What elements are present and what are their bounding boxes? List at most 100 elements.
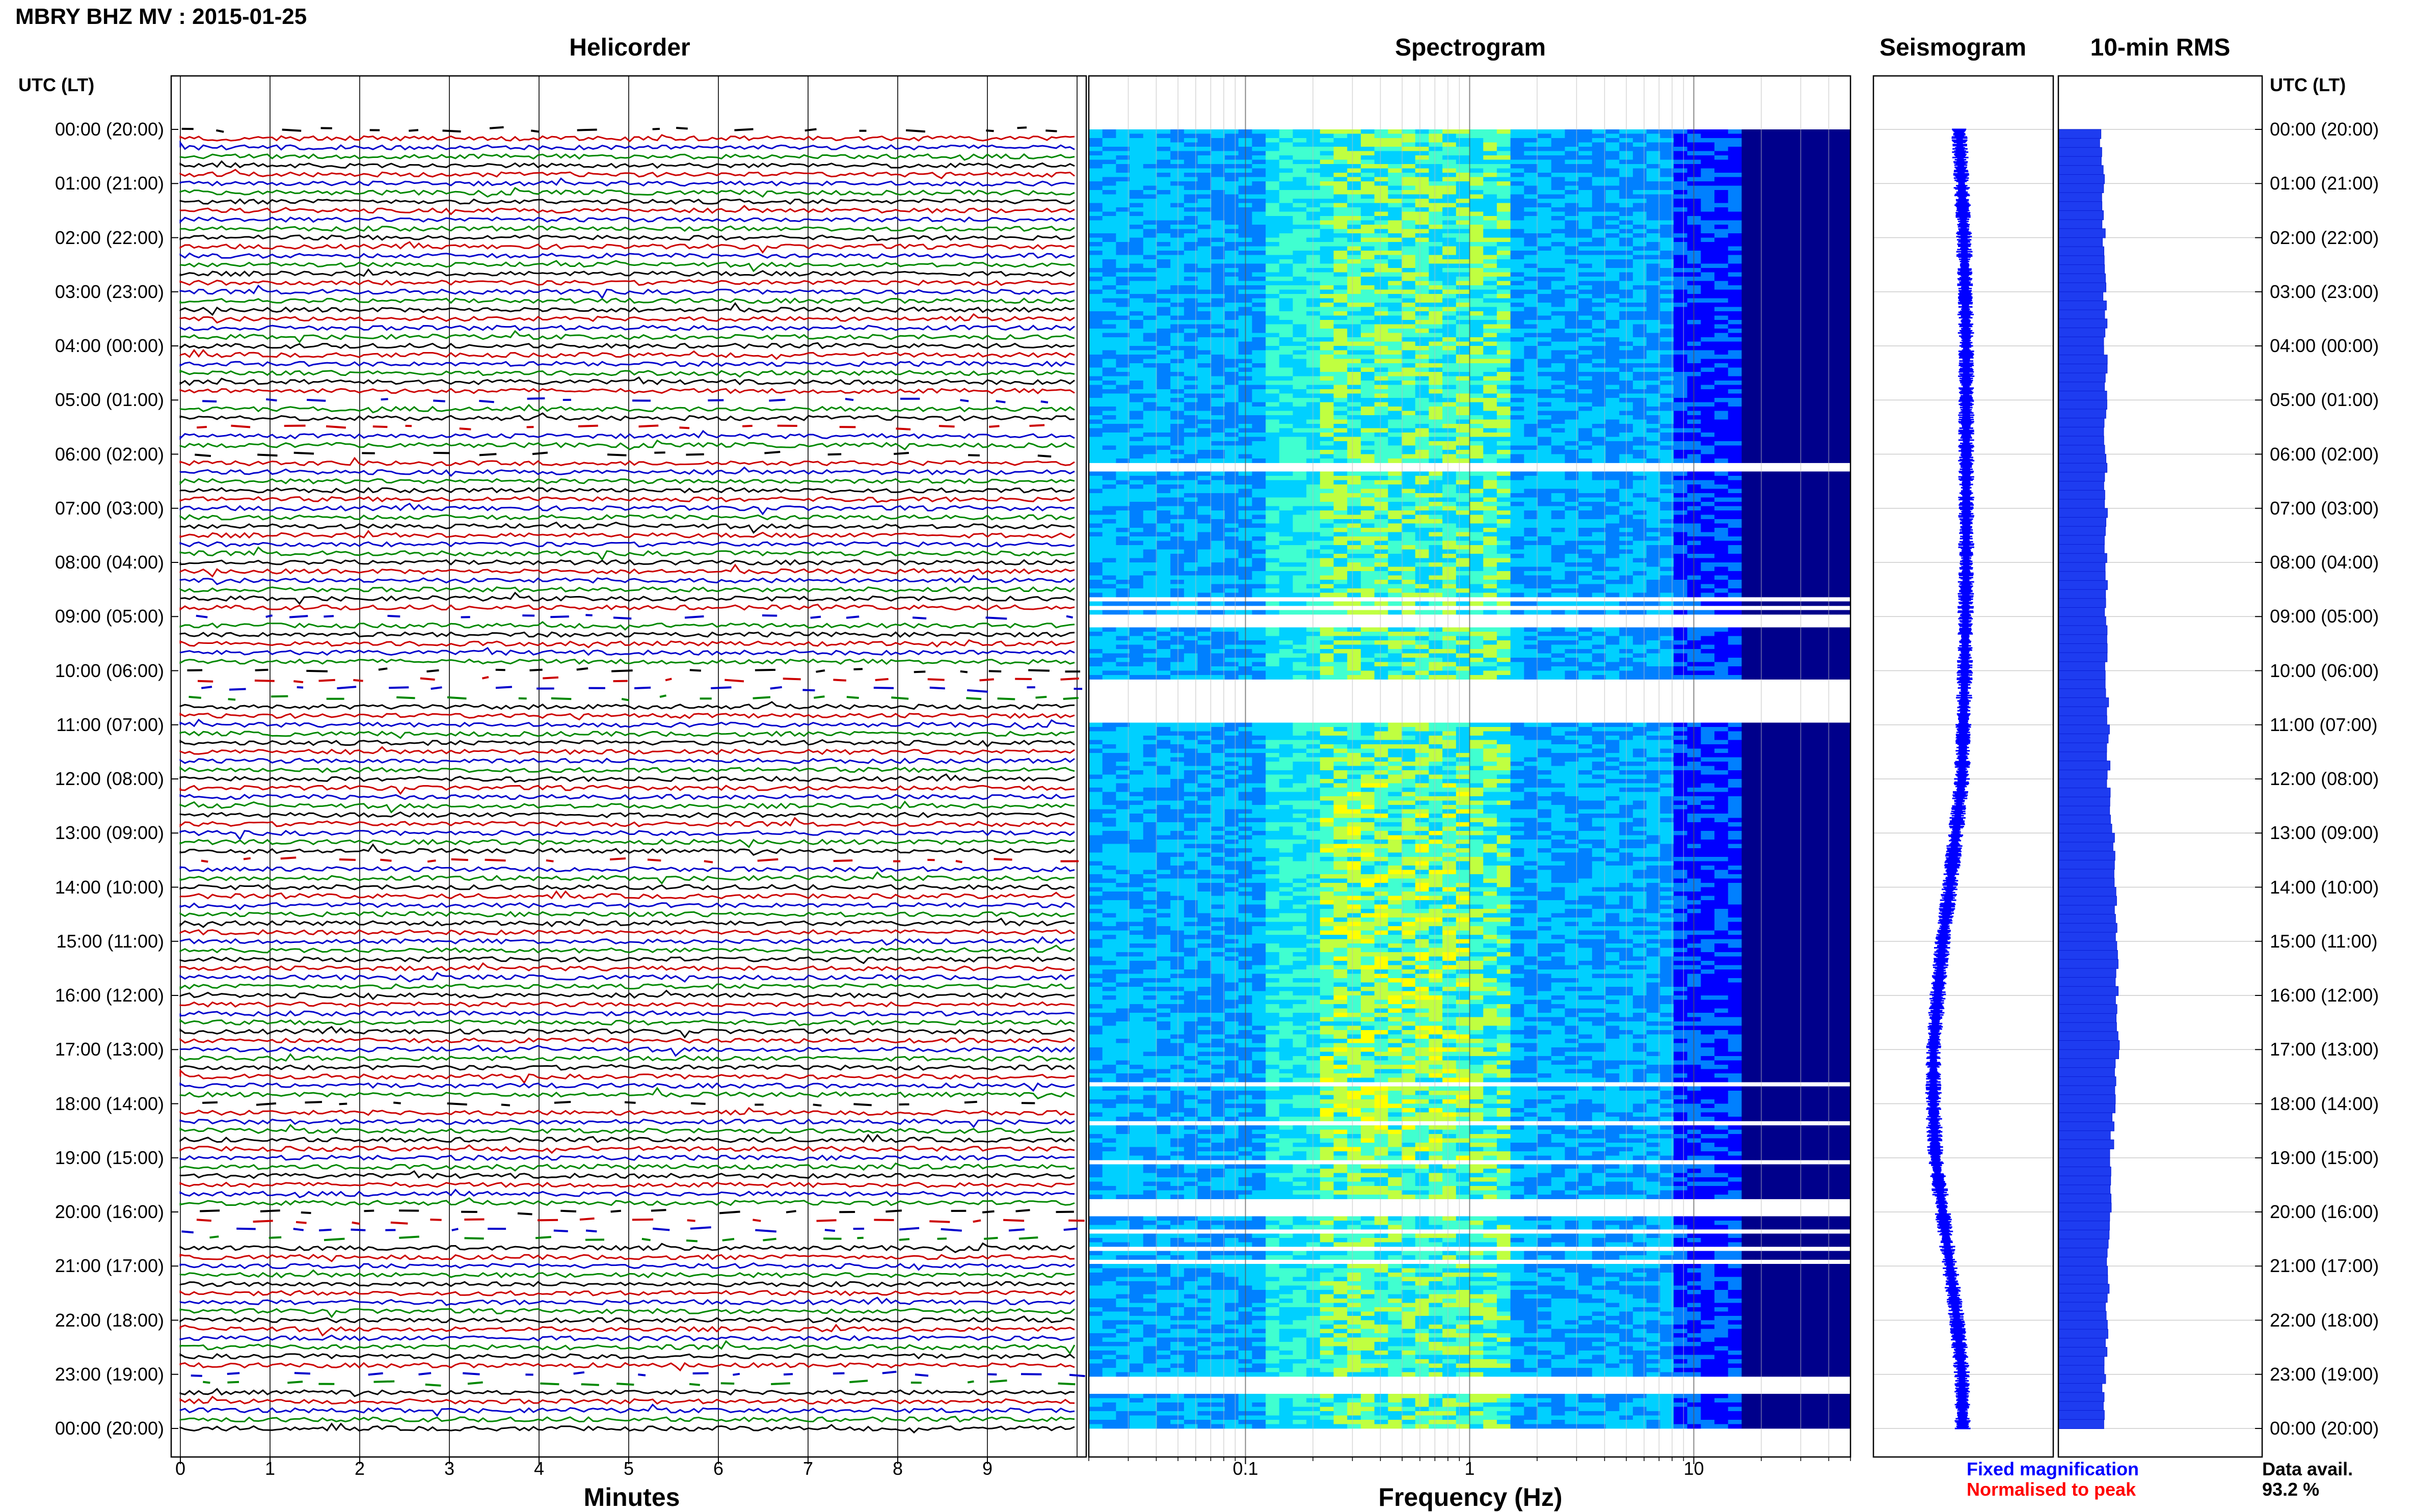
spectrogram-cell: [1511, 446, 1524, 450]
spectrogram-cell: [1116, 420, 1130, 424]
spectrogram-cell: [1633, 212, 1647, 217]
spectrogram-cell: [1402, 368, 1415, 372]
spectrogram-cell: [1415, 238, 1429, 242]
spectrogram-cell: [1633, 446, 1647, 450]
spectrogram-cell: [1225, 385, 1239, 390]
spectrogram-cell: [1810, 498, 1823, 502]
spectrogram-cell: [1701, 480, 1714, 485]
spectrogram-cell: [1497, 143, 1511, 147]
spectrogram-cell: [1783, 372, 1796, 376]
spectrogram-cell: [1157, 389, 1171, 394]
spectrogram-cell: [1483, 225, 1497, 229]
spectrogram-cell: [1442, 129, 1456, 134]
spectrogram-cell: [1633, 476, 1647, 480]
spectrogram-cell: [1089, 268, 1103, 273]
spectrogram-cell: [1592, 337, 1606, 342]
spectrogram-cell: [1606, 476, 1620, 480]
spectrogram-cell: [1511, 199, 1524, 203]
spectrogram-cell: [1130, 458, 1143, 463]
spectrogram-cell: [1402, 169, 1415, 173]
spectrogram-cell: [1388, 424, 1402, 428]
spectrogram-cell: [1714, 311, 1728, 316]
spectrogram-cell: [1347, 476, 1361, 480]
spectrogram-cell: [1714, 151, 1728, 156]
spectrogram-cell: [1143, 216, 1157, 221]
spectrogram-cell: [1456, 173, 1470, 177]
spectrogram-cell: [1511, 169, 1524, 173]
spectrogram-cell: [1279, 510, 1293, 515]
spectrogram-cell: [1783, 424, 1796, 428]
spectrogram-cell: [1116, 498, 1130, 502]
spectrogram-cell: [1252, 199, 1266, 203]
spectrogram-cell: [1429, 398, 1442, 402]
spectrogram-cell: [1306, 151, 1320, 156]
spectrogram-cell: [1483, 411, 1497, 416]
spectrogram-cell: [1429, 450, 1442, 454]
spectrogram-cell: [1375, 394, 1388, 398]
spectrogram-cell: [1551, 233, 1565, 238]
spectrogram-cell: [1361, 458, 1375, 463]
spectrogram-cell: [1755, 515, 1769, 520]
spectrogram-cell: [1741, 160, 1755, 165]
spectrogram-cell: [1701, 389, 1714, 394]
spectrogram-cell: [1279, 368, 1293, 372]
spectrogram-cell: [1633, 181, 1647, 186]
spectrogram-cell: [1361, 247, 1375, 251]
spectrogram-cell: [1130, 251, 1143, 255]
spectrogram-cell: [1198, 233, 1212, 238]
spectrogram-cell: [1266, 355, 1279, 359]
spectrogram-cell: [1810, 316, 1823, 320]
spectrogram-cell: [1211, 273, 1225, 277]
spectrogram-cell: [1728, 363, 1742, 368]
spectrogram-cell: [1130, 325, 1143, 329]
spectrogram-cell: [1334, 303, 1348, 307]
spectrogram-cell: [1103, 181, 1116, 186]
spectrogram-cell: [1116, 381, 1130, 385]
spectrogram-cell: [1402, 385, 1415, 390]
spectrogram-cell: [1130, 472, 1143, 476]
spectrogram-cell: [1606, 299, 1620, 303]
spectrogram-cell: [1714, 433, 1728, 437]
spectrogram-cell: [1456, 489, 1470, 494]
spectrogram-cell: [1633, 259, 1647, 264]
spectrogram-cell: [1361, 325, 1375, 329]
spectrogram-cell: [1823, 389, 1837, 394]
spectrogram-cell: [1497, 207, 1511, 212]
spectrogram-cell: [1578, 186, 1592, 191]
spectrogram-cell: [1578, 350, 1592, 355]
spectrogram-cell: [1741, 424, 1755, 428]
spectrogram-cell: [1728, 368, 1742, 372]
spectrogram-cell: [1551, 450, 1565, 454]
spectrogram-cell: [1783, 303, 1796, 307]
spectrogram-cell: [1701, 221, 1714, 225]
spectrogram-cell: [1089, 376, 1103, 381]
spectrogram-cell: [1442, 420, 1456, 424]
spectrogram-cell: [1279, 325, 1293, 329]
spectrogram-cell: [1796, 506, 1810, 511]
spectrogram-cell: [1674, 342, 1687, 346]
spectrogram-cell: [1211, 225, 1225, 229]
spectrogram-cell: [1796, 355, 1810, 359]
spectrogram-cell: [1293, 346, 1306, 350]
spectrogram-cell: [1606, 506, 1620, 511]
spectrogram-cell: [1103, 454, 1116, 459]
spectrogram-cell: [1633, 251, 1647, 255]
spectrogram-cell: [1647, 376, 1660, 381]
spectrogram-cell: [1415, 381, 1429, 385]
spectrogram-cell: [1714, 229, 1728, 234]
spectrogram-cell: [1578, 225, 1592, 229]
spectrogram-cell: [1456, 333, 1470, 338]
spectrogram-cell: [1306, 247, 1320, 251]
spectrogram-cell: [1511, 195, 1524, 199]
spectrogram-cell: [1483, 433, 1497, 437]
spectrogram-cell: [1647, 394, 1660, 398]
spectrogram-cell: [1266, 458, 1279, 463]
spectrogram-cell: [1266, 407, 1279, 411]
spectrogram-cell: [1456, 255, 1470, 260]
spectrogram-cell: [1701, 143, 1714, 147]
spectrogram-cell: [1293, 307, 1306, 312]
spectrogram-cell: [1606, 255, 1620, 260]
spectrogram-cell: [1551, 177, 1565, 182]
spectrogram-cell: [1279, 337, 1293, 342]
spectrogram-cell: [1293, 259, 1306, 264]
